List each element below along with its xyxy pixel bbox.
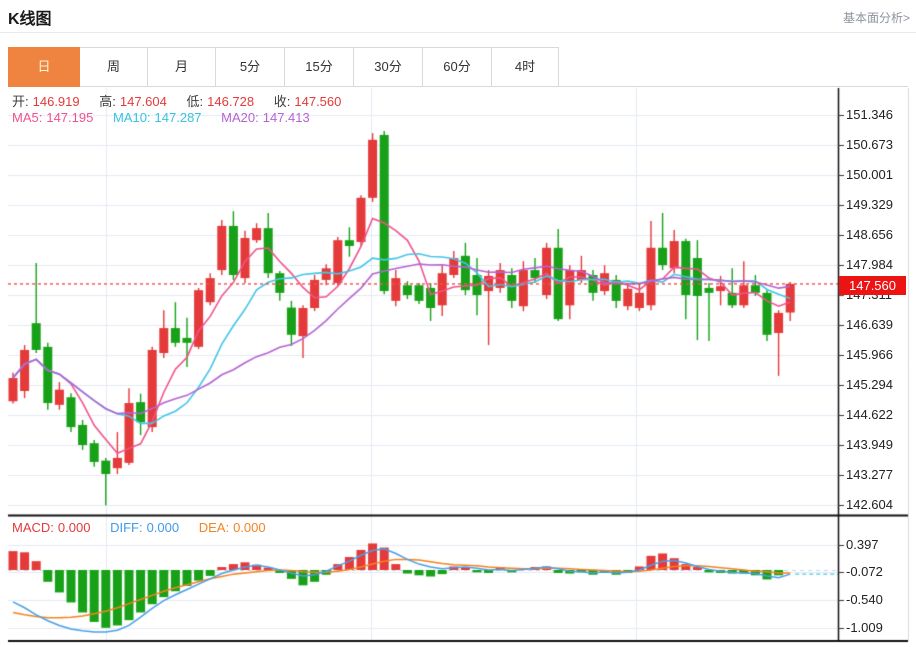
y-axis-tick-label: 145.966 — [846, 347, 893, 362]
macd-readout: MACD: 0.000 DIFF: 0.000 DEA: 0.000 — [12, 520, 270, 535]
macd-value: 0.000 — [57, 520, 91, 535]
y-axis-tick-label: 142.604 — [846, 497, 893, 512]
y-axis-tick-label: 144.622 — [846, 407, 893, 422]
y-axis-tick-label: 149.329 — [846, 197, 893, 212]
diff-value: 0.000 — [146, 520, 180, 535]
ma20-value: 147.413 — [262, 110, 310, 125]
tab-period-5[interactable]: 15分 — [284, 47, 354, 87]
high-value: 147.604 — [119, 94, 167, 109]
diff-label: DIFF: — [110, 520, 143, 535]
tab-period-4[interactable]: 5分 — [215, 47, 285, 87]
macd-axis-tick-label: -0.072 — [846, 564, 883, 579]
macd-axis-tick-label: -0.540 — [846, 592, 883, 607]
open-value: 146.919 — [32, 94, 80, 109]
tab-period-8[interactable]: 4时 — [491, 47, 559, 87]
y-axis-tick-label: 147.984 — [846, 257, 893, 272]
page-title: K线图 — [8, 11, 52, 28]
ma5-label: MA5: — [12, 110, 43, 125]
low-value: 146.728 — [207, 94, 255, 109]
tab-period-6[interactable]: 30分 — [353, 47, 423, 87]
ohlc-readout: 开: 146.919 高: 147.604 低: 146.728 收: 147.560 — [12, 91, 345, 110]
tab-period-2[interactable]: 周 — [79, 47, 148, 87]
y-axis-tick-label: 148.656 — [846, 227, 893, 242]
y-axis-tick-label: 146.639 — [846, 317, 893, 332]
y-axis-tick-label: 151.346 — [846, 107, 893, 122]
close-label: 收: — [273, 94, 291, 109]
y-axis-tick-label: 145.294 — [846, 377, 893, 392]
fundamental-analysis-link[interactable]: 基本面分析> — [842, 11, 910, 25]
y-axis-tick-label: 150.001 — [846, 167, 893, 182]
macd-axis-tick-label: -1.009 — [846, 620, 883, 635]
tab-period-7[interactable]: 60分 — [422, 47, 492, 87]
y-axis-tick-label: 143.949 — [846, 437, 893, 452]
tab-period-3[interactable]: 月 — [147, 47, 216, 87]
low-label: 低: — [186, 94, 204, 109]
dea-label: DEA: — [198, 520, 230, 535]
y-axis-tick-label: 150.673 — [846, 137, 893, 152]
current-price-badge: 147.560 — [839, 276, 906, 295]
macd-label: MACD: — [12, 520, 54, 535]
dea-value: 0.000 — [233, 520, 266, 535]
ma5-value: 147.195 — [46, 110, 94, 125]
macd-axis-tick-label: 0.397 — [846, 537, 879, 552]
open-label: 开: — [12, 94, 29, 109]
header-divider — [0, 32, 916, 33]
ma10-label: MA10: — [112, 110, 151, 125]
ma10-value: 147.287 — [154, 110, 202, 125]
y-axis-tick-label: 143.277 — [846, 467, 893, 482]
ma-readout: MA5: 147.195 MA10: 147.287 MA20: 147.413 — [12, 110, 314, 125]
ma20-label: MA20: — [221, 110, 259, 125]
period-tab-bar: 日周月 5分 15分 30分 60分 4时 — [8, 47, 908, 87]
close-value: 147.560 — [294, 94, 342, 109]
tab-period-1[interactable]: 日 — [8, 47, 80, 87]
high-label: 高: — [99, 94, 116, 109]
